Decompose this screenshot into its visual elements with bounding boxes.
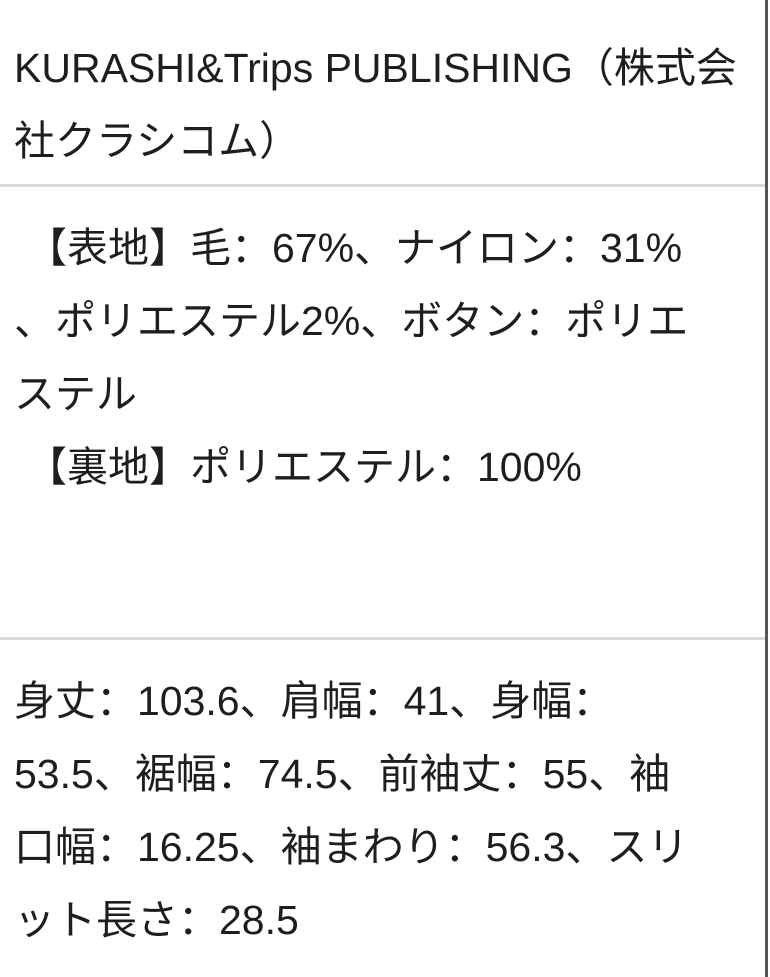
brand-block: KURASHI&Trips PUBLISHING（株式会 社クラシコム）	[0, 32, 766, 178]
measurements-block: 身丈：103.6、肩幅：41、身幅： 53.5、裾幅：74.5、前袖丈：55、袖…	[0, 665, 766, 957]
section-divider-bottom	[0, 637, 768, 640]
material-composition-block: 【表地】毛：67%、ナイロン：31% 、ポリエステル2%、ボタン：ポリエ ステル…	[0, 212, 766, 504]
material-outer-line-1: 【表地】毛：67%、ナイロン：31%	[26, 225, 683, 271]
measurements-line-2: 53.5、裾幅：74.5、前袖丈：55、袖	[14, 751, 671, 797]
brand-line-2: 社クラシコム）	[14, 118, 301, 164]
material-outer-line-2: 、ポリエステル2%、ボタン：ポリエ	[14, 298, 689, 344]
viewport-right-edge	[765, 0, 768, 977]
section-divider-top	[0, 184, 768, 187]
material-outer-line-3: ステル	[14, 371, 137, 417]
measurements-line-4: ット長さ：28.5	[14, 897, 299, 943]
brand-line-1: KURASHI&Trips PUBLISHING（株式会	[14, 45, 737, 91]
measurements-line-1: 身丈：103.6、肩幅：41、身幅：	[14, 678, 614, 724]
material-lining-line-1: 【裏地】ポリエステル：100%	[26, 444, 582, 490]
measurements-line-3: 口幅：16.25、袖まわり：56.3、スリ	[14, 824, 689, 870]
